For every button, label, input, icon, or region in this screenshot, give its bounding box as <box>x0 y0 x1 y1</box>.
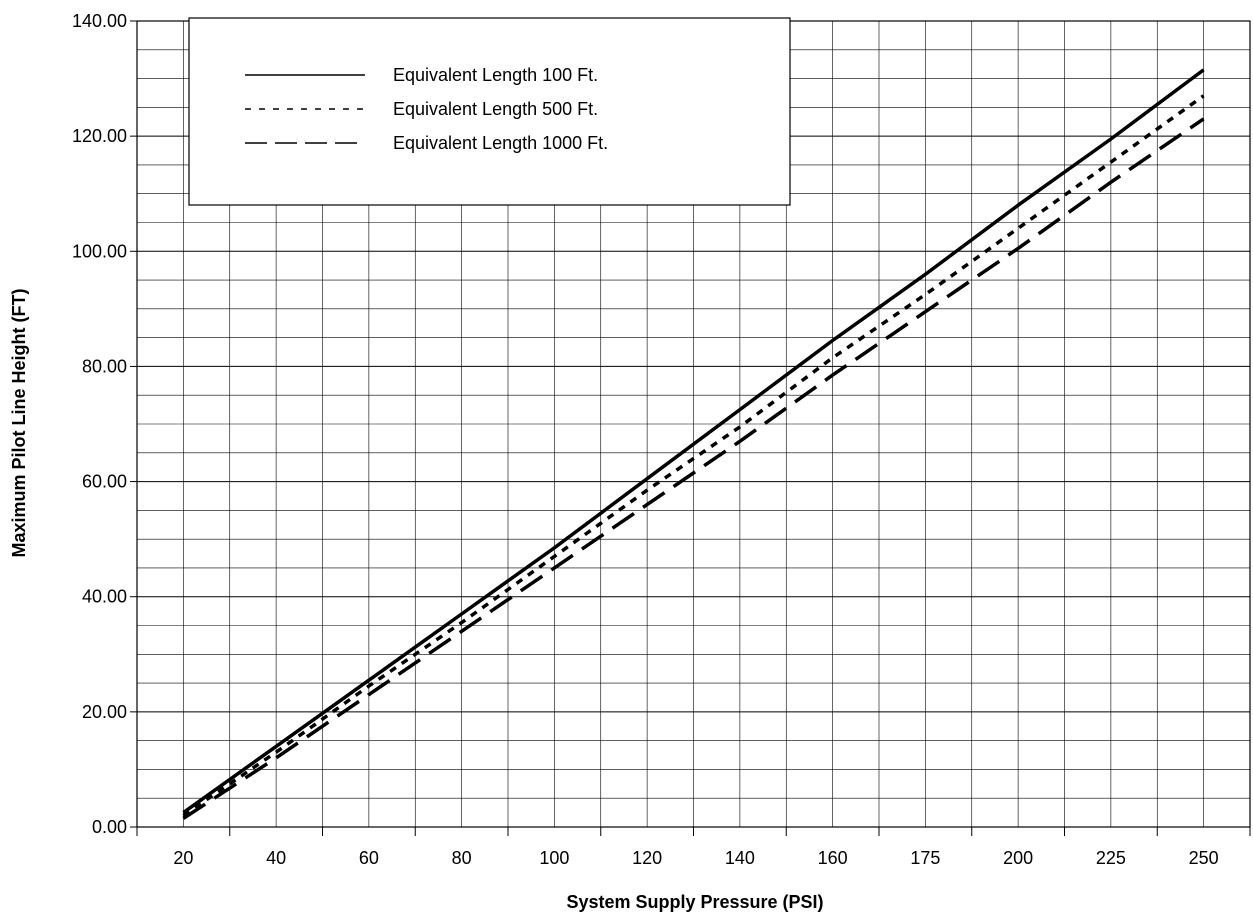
legend-label-1: Equivalent Length 100 Ft. <box>393 65 598 85</box>
y-axis-title: Maximum Pilot Line Height (FT) <box>9 288 29 557</box>
x-axis-title: System Supply Pressure (PSI) <box>566 892 823 912</box>
y-tick-label: 80.00 <box>82 356 127 376</box>
x-tick-label: 60 <box>359 848 379 868</box>
y-tick-label: 120.00 <box>72 126 127 146</box>
y-tick-label: 0.00 <box>92 817 127 837</box>
series-line-1 <box>182 68 1205 815</box>
legend-label-3: Equivalent Length 1000 Ft. <box>393 133 608 153</box>
y-tick-label: 20.00 <box>82 702 127 722</box>
legend-label-2: Equivalent Length 500 Ft. <box>393 99 598 119</box>
x-tick-label: 160 <box>818 848 848 868</box>
x-tick-label: 120 <box>632 848 662 868</box>
legend: Equivalent Length 100 Ft. Equivalent Leng… <box>188 17 791 206</box>
series-line-2 <box>182 94 1205 817</box>
grid <box>136 20 1251 828</box>
x-tick-label: 40 <box>266 848 286 868</box>
y-tick-labels: 0.00 20.00 40.00 60.00 80.00 100.00 120.00 140.… <box>72 11 137 837</box>
y-tick-label: 60.00 <box>82 472 127 492</box>
x-tick-label: 20 <box>173 848 193 868</box>
x-tick-label: 175 <box>910 848 940 868</box>
series-line-3 <box>182 117 1205 820</box>
y-tick-label: 40.00 <box>82 587 127 607</box>
x-tick-label: 200 <box>1003 848 1033 868</box>
x-tick-marks <box>136 827 1251 836</box>
series-lines <box>182 68 1205 820</box>
y-tick-label: 140.00 <box>72 11 127 31</box>
x-tick-label: 80 <box>452 848 472 868</box>
x-tick-label: 250 <box>1189 848 1219 868</box>
x-tick-label: 225 <box>1096 848 1126 868</box>
x-tick-label: 100 <box>539 848 569 868</box>
y-tick-label: 100.00 <box>72 241 127 261</box>
legend-box <box>188 17 791 206</box>
x-tick-label: 140 <box>725 848 755 868</box>
x-tick-labels: 20 40 60 80 100 120 140 160 175 200 225 250 <box>173 848 1218 868</box>
